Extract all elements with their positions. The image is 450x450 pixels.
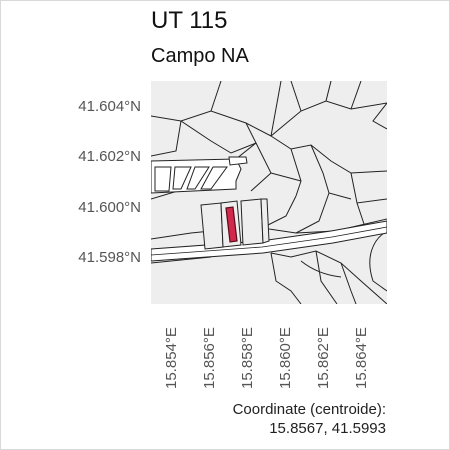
latitude-label-41600: 41.600°N <box>78 199 141 216</box>
longitude-label-15856: 15.856°E <box>201 327 218 389</box>
lot-strips <box>200 198 270 250</box>
longitude-label-15858: 15.858°E <box>239 327 256 389</box>
longitude-label-15862: 15.862°E <box>315 327 332 389</box>
highlighted-parcel <box>225 206 238 243</box>
coordinate-caption: Coordinate (centroide): <box>232 401 386 418</box>
latitude-label-41598: 41.598°N <box>78 249 141 266</box>
parcel-map <box>151 81 387 304</box>
latitude-label-41602: 41.602°N <box>78 148 141 165</box>
parcel-block <box>151 156 248 194</box>
map-title: UT 115 <box>151 7 228 34</box>
map-background <box>151 81 387 304</box>
longitude-label-15854: 15.854°E <box>163 327 180 389</box>
longitude-label-15864: 15.864°E <box>353 327 370 389</box>
coordinate-value: 15.8567, 41.5993 <box>269 420 386 437</box>
map-subtitle: Campo NA <box>151 45 249 67</box>
longitude-label-15860: 15.860°E <box>277 327 294 389</box>
latitude-label-41604: 41.604°N <box>78 98 141 115</box>
parcel-boundaries <box>151 81 387 304</box>
